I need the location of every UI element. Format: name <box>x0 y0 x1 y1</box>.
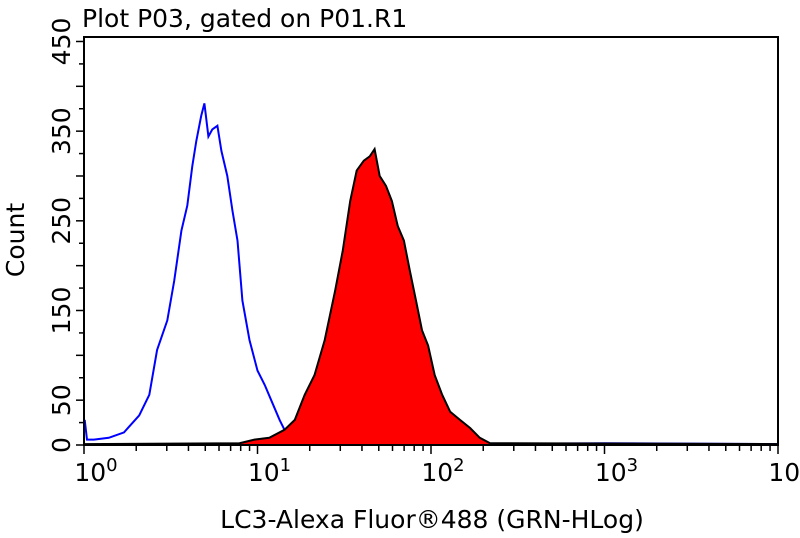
x-axis-label: LC3-Alexa Fluor®488 (GRN-HLog) <box>220 505 644 534</box>
x-tick-label: 104 <box>768 455 800 487</box>
series-fill-1 <box>84 149 778 445</box>
x-tick-label: 100 <box>74 455 117 487</box>
y-tick-label: 50 <box>47 384 76 416</box>
x-tick-label: 103 <box>595 455 638 487</box>
series-edge-1 <box>83 146 779 446</box>
y-axis-label: Count <box>1 203 30 277</box>
y-tick-label: 450 <box>47 18 76 66</box>
y-tick-label: 0 <box>47 437 76 453</box>
y-tick-label: 150 <box>47 287 76 335</box>
x-tick-label: 102 <box>421 455 464 487</box>
chart-title: Plot P03, gated on P01.R1 <box>82 4 407 33</box>
y-tick-label: 350 <box>47 107 76 155</box>
plot-area: 0 50 150 250 350 450 100 101 102 103 104 <box>47 18 800 487</box>
y-tick-label: 250 <box>47 197 76 245</box>
series-line-0 <box>83 103 779 446</box>
x-tick-label: 101 <box>248 455 291 487</box>
